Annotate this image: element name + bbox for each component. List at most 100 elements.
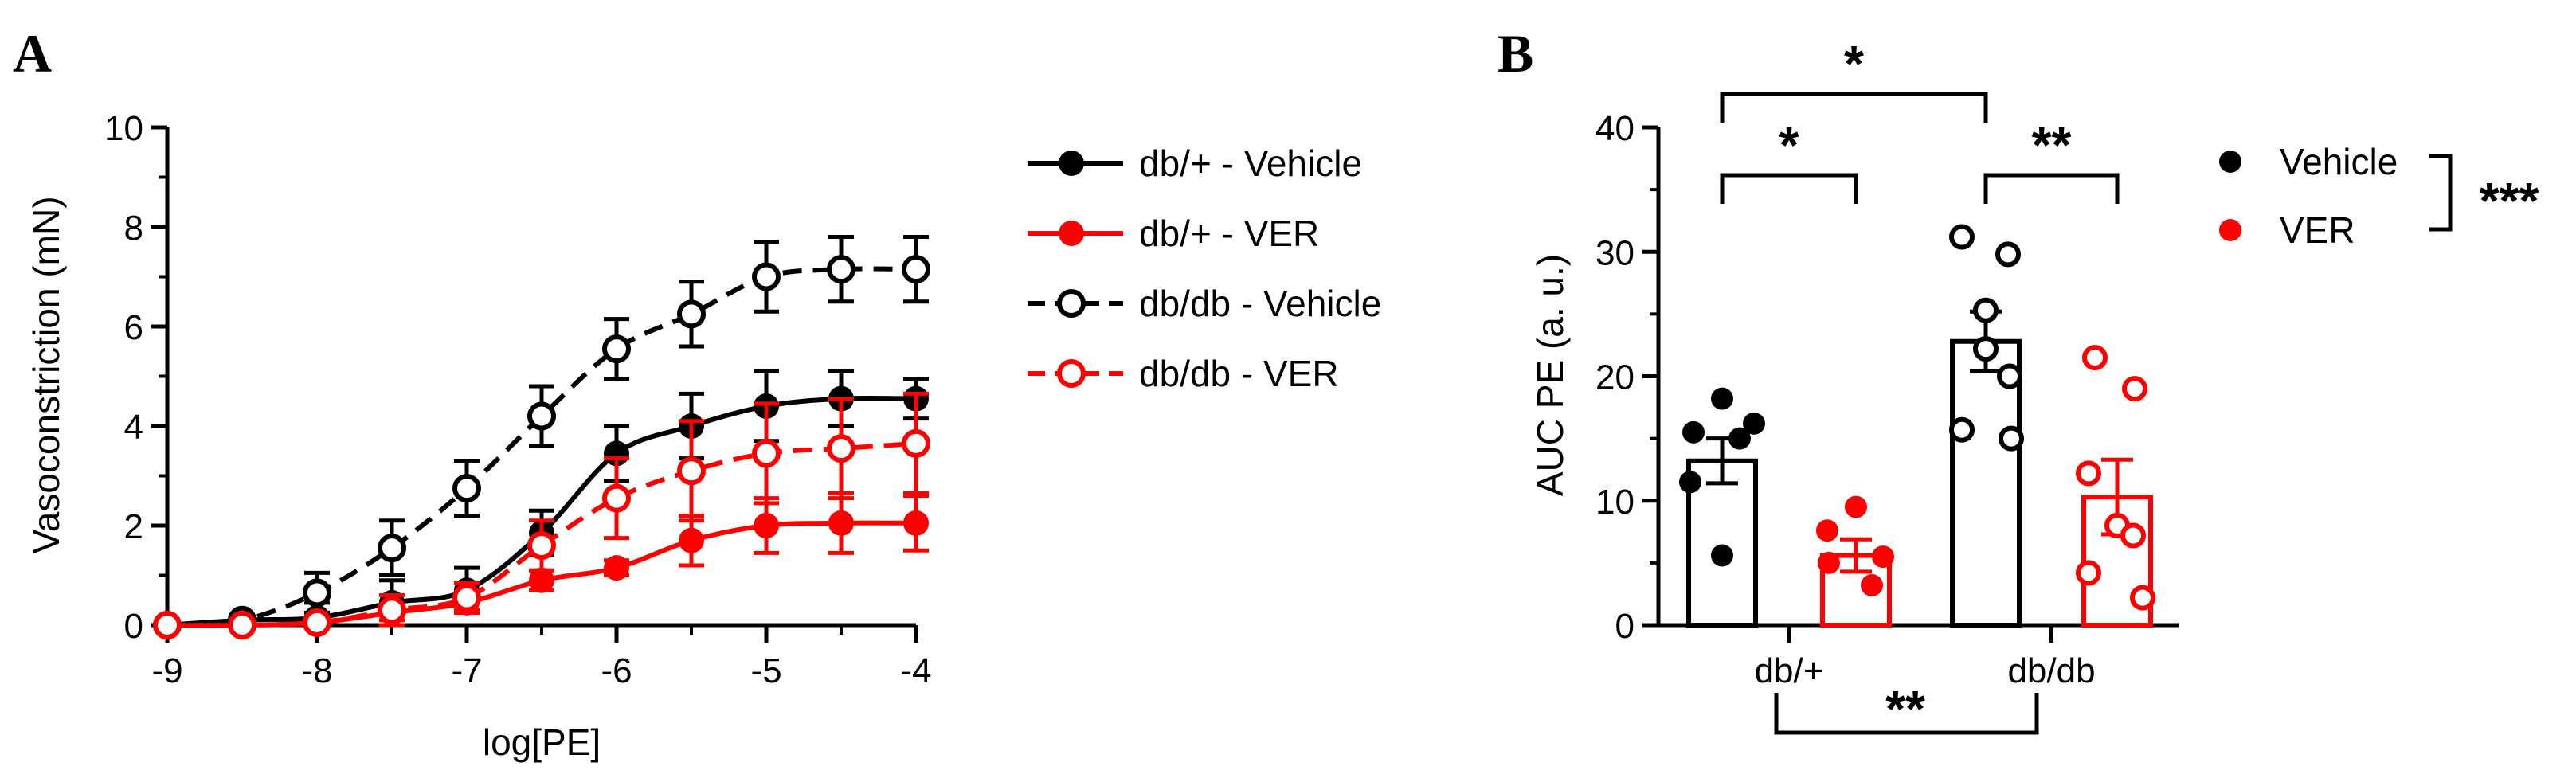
panel-b-significance-annotations: ** ******* [1720, 35, 2539, 737]
panel-b-y-tick-label: 40 [1595, 109, 1634, 148]
significance-bracket [1983, 173, 2120, 204]
data-point [228, 611, 256, 639]
panel-a-x-tick-labels: -9 -8 -7 -6 -5 -4 [151, 651, 931, 690]
legend-label: db/+ - VER [1139, 213, 1319, 254]
legend-item: db/db - VER [1028, 353, 1339, 394]
significance-label: * [1844, 35, 1864, 92]
bar-point [2076, 460, 2101, 487]
panel-a-x-tick-label: -7 [451, 651, 482, 690]
bar-0 [1679, 387, 1765, 628]
bar-point [2122, 376, 2147, 402]
bar-point [1949, 224, 1975, 250]
bar-point [1728, 427, 1751, 450]
significance-label: * [1779, 116, 1799, 174]
bar-point [1973, 297, 1999, 323]
bar-point [1682, 420, 1705, 444]
panel-a-x-tick-label: -8 [301, 651, 332, 690]
bar-point [1973, 336, 1999, 362]
data-point [378, 534, 406, 563]
legend-label: db/db - VER [1139, 353, 1339, 394]
data-point [602, 483, 631, 513]
legend-item: db/+ - Vehicle [1028, 143, 1362, 184]
data-point [452, 474, 481, 503]
bar-point [2082, 345, 2108, 371]
panel-a-x-tick-label: -4 [900, 651, 931, 690]
data-point [303, 608, 331, 637]
bar-point [1711, 544, 1733, 567]
legend-significance-label: *** [2480, 172, 2539, 229]
significance-label: ** [2032, 116, 2072, 174]
panel-a-y-tick-label: 2 [124, 507, 143, 546]
data-point [452, 583, 481, 612]
significance-bracket [1720, 173, 1858, 204]
panel-a-y-tick-labels: 0 2 4 6 8 10 [104, 109, 143, 646]
panel-a-y-tick-label: 0 [124, 607, 143, 646]
category-label: db/db [2007, 651, 2095, 690]
significance-label: ** [1885, 680, 1925, 737]
legend-item: db/db - Vehicle [1028, 283, 1381, 324]
data-point [677, 456, 706, 486]
bar-point [1818, 551, 1840, 574]
data-point [902, 255, 930, 284]
bar-point [1861, 574, 1883, 596]
significance-bracket [1774, 693, 2039, 735]
data-point [604, 555, 629, 581]
panel-b-legend: Vehicle VER [2219, 141, 2398, 251]
bar-point [1711, 387, 1733, 410]
data-point [527, 401, 556, 431]
data-point [602, 334, 631, 364]
bar-point [1743, 412, 1765, 435]
panel-a-y-axis-label: Vasoconstriction (mN) [25, 196, 67, 553]
data-point [827, 255, 855, 284]
data-point [828, 510, 854, 536]
data-point [679, 527, 704, 553]
panel-a-y-tick-label: 8 [124, 209, 143, 248]
panel-b-y-tick-label: 10 [1595, 483, 1634, 522]
legend-marker [2219, 219, 2241, 241]
legend-marker [1057, 289, 1086, 318]
panel-a-chart: 0 2 4 6 8 10 -9 -8 -7 -6 -5 -4 log[PE] Vasoconstri… [25, 109, 1381, 763]
data-point [303, 578, 331, 608]
legend-marker [1057, 359, 1086, 388]
panel-a-y-tick-label: 10 [104, 109, 143, 148]
data-point [529, 567, 554, 593]
legend-label: VER [2280, 209, 2355, 251]
panel-b-bars [1679, 224, 2155, 628]
legend-significance-bracket [2429, 154, 2453, 232]
data-point [752, 262, 781, 291]
significance-bracket [1720, 92, 1988, 123]
panel-a-y-tick-label: 6 [124, 308, 143, 347]
bar-point [1679, 471, 1701, 494]
category-label: db/+ [1755, 651, 1824, 690]
series-3 [153, 391, 930, 639]
legend-marker [1059, 221, 1084, 246]
bar-2 [1949, 224, 2024, 628]
bar-point [2120, 522, 2146, 549]
panel-a-series [153, 235, 930, 639]
legend-item: Vehicle [2219, 141, 2398, 182]
legend-label: db/+ - Vehicle [1139, 143, 1362, 184]
legend-item: db/+ - VER [1028, 213, 1319, 254]
data-point [903, 510, 929, 536]
data-point [902, 428, 930, 458]
data-point [752, 439, 781, 468]
panel-a-y-tick-label: 4 [124, 408, 143, 447]
bar-point [1816, 519, 1838, 542]
data-point [677, 299, 706, 329]
panel-b-y-tick-labels: 0 10 20 30 40 [1595, 109, 1634, 646]
bar-point [1872, 545, 1894, 569]
legend-marker [1059, 151, 1084, 176]
panel-b-y-tick-label: 30 [1595, 233, 1634, 272]
panel-a-x-tick-label: -6 [601, 651, 632, 690]
bar-3 [2076, 345, 2155, 628]
data-point [378, 596, 406, 625]
panel-b-y-axis-label: AUC PE (a. u.) [1529, 254, 1571, 496]
panel-letter-a: A [13, 23, 52, 84]
panel-a-x-axis-label: log[PE] [483, 721, 601, 763]
legend-marker [2219, 151, 2241, 173]
data-point [827, 434, 855, 463]
bar-point [2130, 585, 2155, 611]
data-point [527, 531, 556, 560]
data-point [153, 611, 182, 639]
